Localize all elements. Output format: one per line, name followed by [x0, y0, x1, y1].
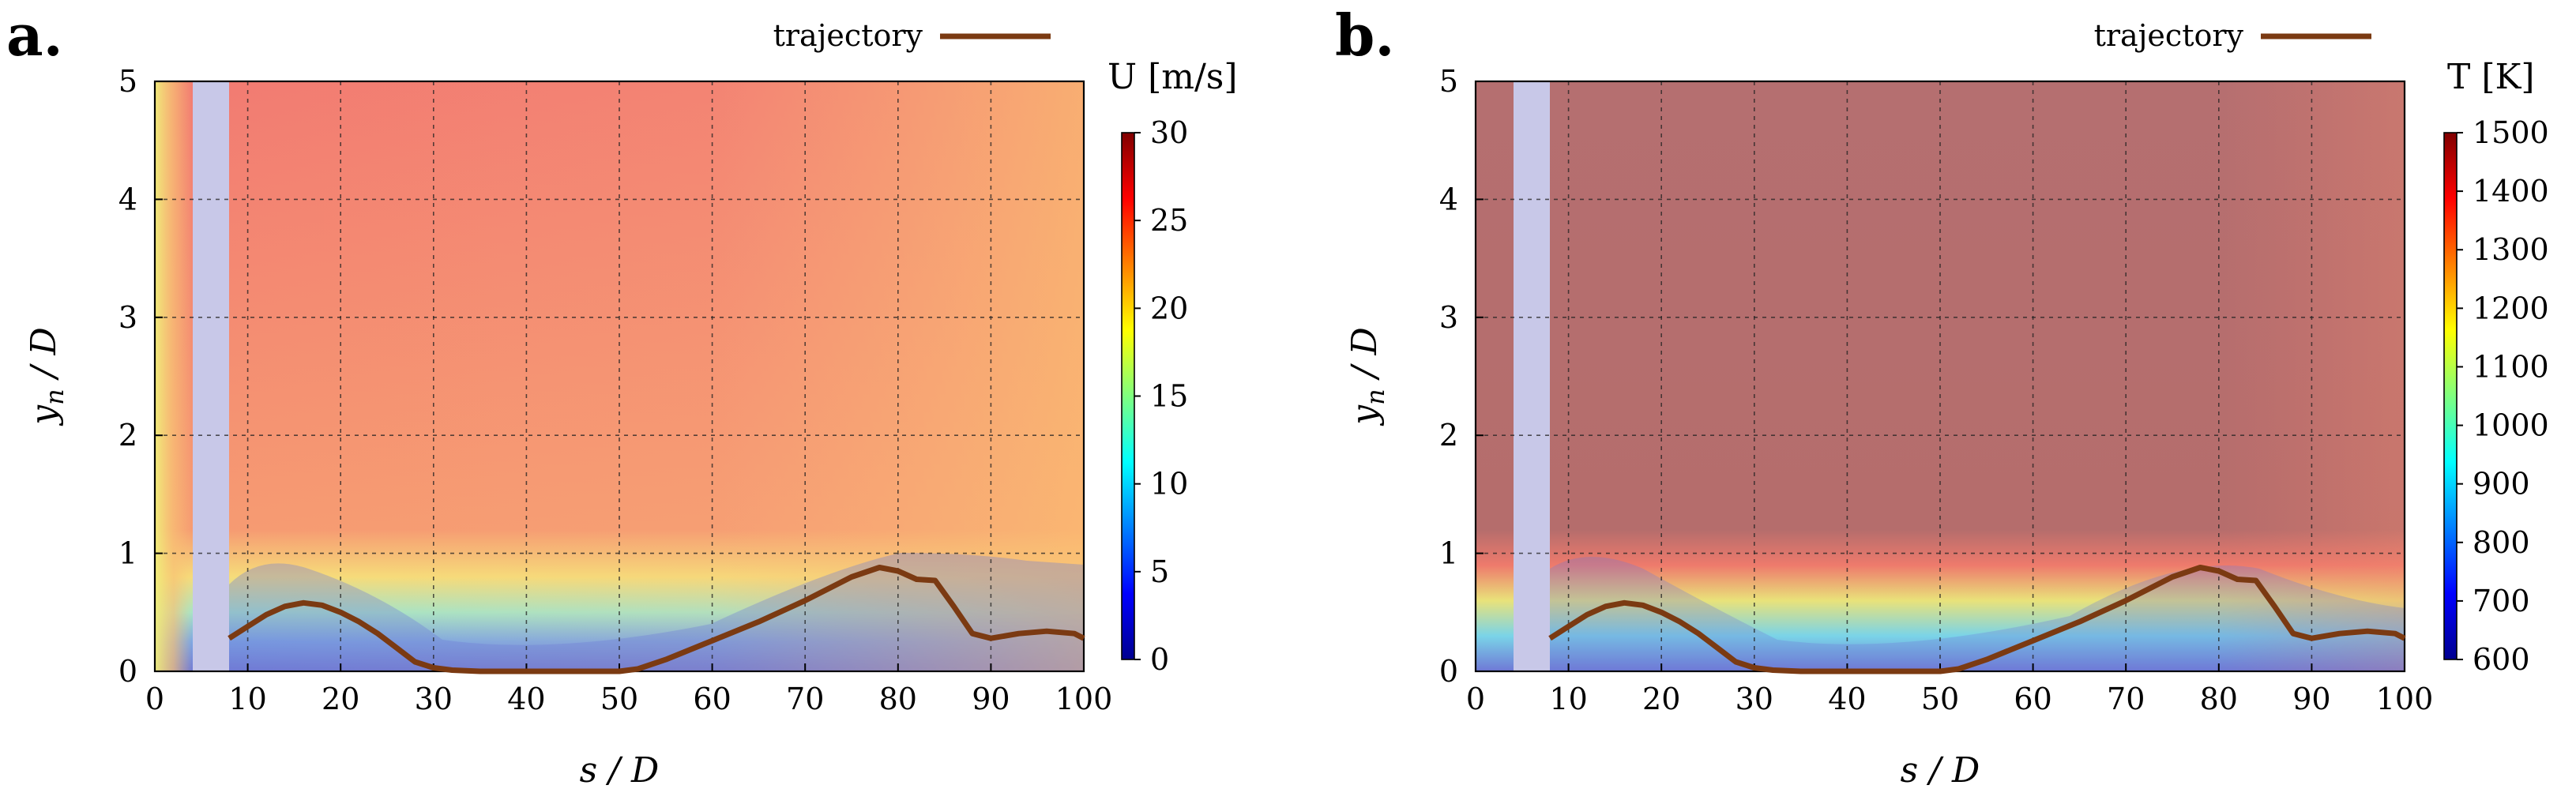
x-tick-label: 20 [1642, 682, 1680, 716]
trajectory-line-b [1548, 565, 2406, 674]
x-tick-label: 90 [972, 682, 1010, 716]
trajectory-line-a [228, 565, 1085, 674]
y-tick-label: 5 [1439, 64, 1458, 99]
colorbar-tick-label: 800 [2473, 525, 2530, 560]
x-tick-label: 80 [879, 682, 917, 716]
x-tick-label: 60 [693, 682, 731, 716]
x-tick-label: 0 [145, 682, 164, 716]
y-tick-label: 4 [118, 182, 137, 216]
y-tick-label: 3 [118, 300, 137, 335]
xlabel-a: s / D [580, 750, 660, 791]
ylabel-a: yn / D [24, 327, 70, 426]
colorbar-title-b: T [K] [2447, 57, 2535, 97]
legend-label-a: trajectory [773, 18, 923, 53]
x-tick-label: 40 [507, 682, 545, 716]
y-tick-label: 1 [118, 536, 137, 571]
colorbar-tick-label: 25 [1150, 203, 1188, 238]
colorbar-tick-label: 1500 [2473, 115, 2549, 150]
y-tick-label: 1 [1439, 536, 1458, 571]
colorbar-tick-label: 1300 [2473, 232, 2549, 267]
y-tick-label: 2 [118, 418, 137, 453]
colorbar-tick-label: 700 [2473, 584, 2530, 618]
legend-label-b: trajectory [2094, 18, 2244, 53]
panel-a: a. trajectory 0 10 20 30 40 50 60 70 80 90 100 012… [6, 2, 1238, 791]
colorbar-tick-label: 30 [1150, 115, 1188, 150]
panel-b: b. trajectory 0 10 20 30 40 50 60 70 80 90 100 012… [1335, 2, 2549, 791]
masked-region-a [193, 81, 229, 671]
colorbar-tick-label: 1200 [2473, 291, 2549, 325]
x-tick-label: 10 [1549, 682, 1587, 716]
y-tick-label: 5 [118, 64, 137, 99]
x-tick-label: 30 [1736, 682, 1773, 716]
x-tick-label: 50 [1921, 682, 1959, 716]
masked-region-b [1514, 81, 1550, 671]
colorbar-a [1121, 132, 1135, 660]
colorbar-tick-label: 1400 [2473, 174, 2549, 209]
y-ticks-a: 0 1 2 3 4 5 [118, 64, 163, 689]
x-tick-label: 70 [2107, 682, 2145, 716]
x-ticks-a: 0 10 20 30 40 50 60 70 80 90 100 [145, 663, 1112, 716]
y-tick-label: 2 [1439, 418, 1458, 453]
x-tick-label: 60 [2014, 682, 2051, 716]
colorbar-tick-label: 10 [1150, 467, 1188, 502]
x-tick-label: 80 [2200, 682, 2238, 716]
xlabel-b: s / D [1901, 750, 1980, 791]
y-ticks-b: 0 1 2 3 4 5 [1439, 64, 1484, 689]
panel-label-a: a. [6, 2, 63, 69]
colorbar-b [2443, 132, 2458, 660]
colorbar-tick-label: 0 [1150, 642, 1169, 677]
x-tick-label: 100 [2376, 682, 2434, 716]
x-tick-label: 0 [1466, 682, 1485, 716]
ylabel-b: yn / D [1344, 327, 1390, 426]
colorbar-tick-label: 15 [1150, 379, 1188, 414]
panel-label-b: b. [1335, 2, 1394, 69]
colorbar-tick-label: 20 [1150, 291, 1188, 325]
x-tick-label: 90 [2292, 682, 2330, 716]
y-tick-label: 4 [1439, 182, 1458, 216]
colorbar-ticks-a: 0 5 10 15 20 25 30 [1134, 115, 1188, 677]
x-tick-label: 50 [600, 682, 638, 716]
x-tick-label: 70 [786, 682, 824, 716]
y-tick-label: 3 [1439, 300, 1458, 335]
x-ticks-b: 0 10 20 30 40 50 60 70 80 90 100 [1466, 663, 2433, 716]
colorbar-tick-label: 1100 [2473, 349, 2549, 384]
colorbar-tick-label: 600 [2473, 642, 2530, 677]
grid-a [155, 81, 1084, 671]
colorbar-title-a: U [m/s] [1107, 57, 1238, 97]
x-tick-label: 100 [1055, 682, 1113, 716]
grid-b [1476, 81, 2405, 671]
x-tick-label: 10 [228, 682, 266, 716]
y-tick-label: 0 [1439, 654, 1458, 689]
y-tick-label: 0 [118, 654, 137, 689]
colorbar-tick-label: 900 [2473, 467, 2530, 502]
x-tick-label: 20 [322, 682, 359, 716]
x-tick-label: 40 [1828, 682, 1866, 716]
x-tick-label: 30 [415, 682, 453, 716]
colorbar-tick-label: 5 [1150, 554, 1169, 589]
colorbar-tick-label: 1000 [2473, 408, 2549, 443]
colorbar-ticks-b: 600 700 800 900 1000 1100 1200 1300 1400 1500 [2457, 115, 2549, 677]
